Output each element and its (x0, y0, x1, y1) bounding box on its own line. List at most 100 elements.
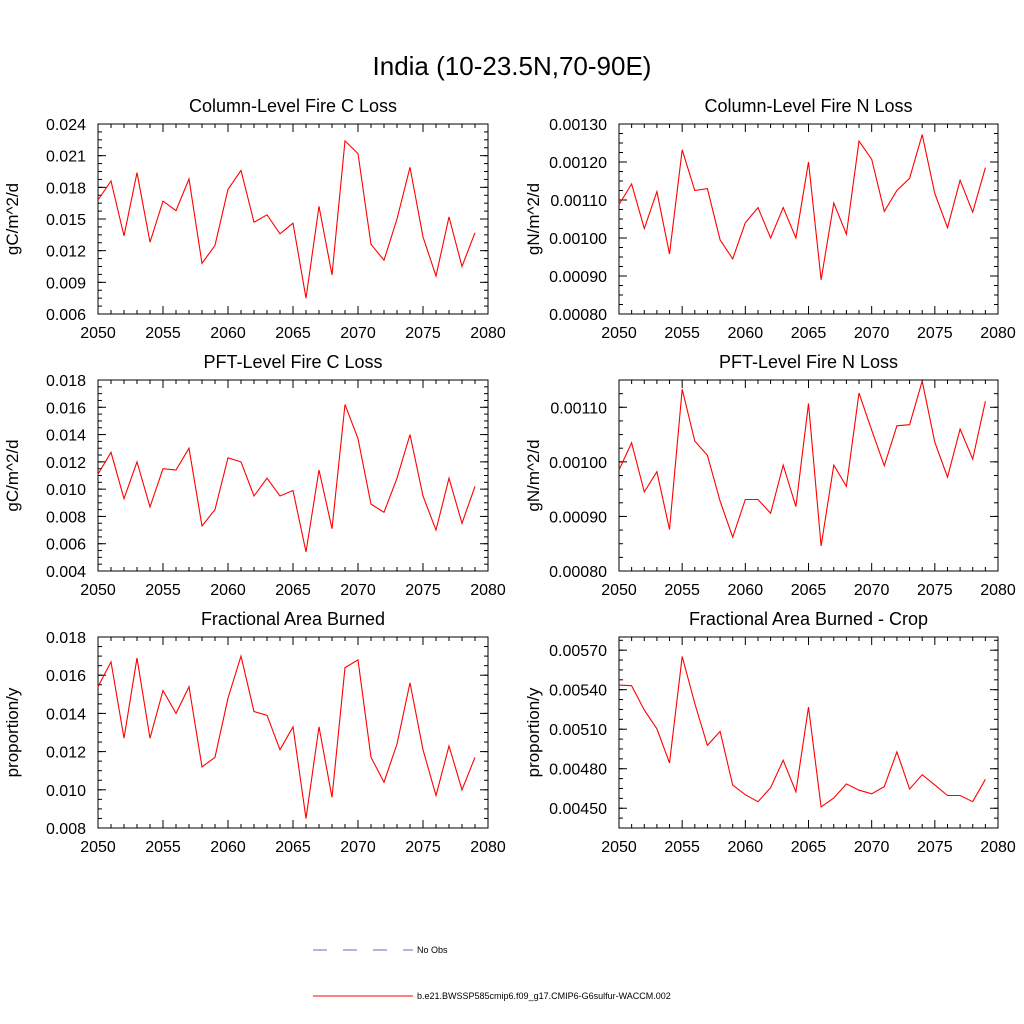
x-tick-label: 2080 (470, 839, 506, 856)
x-tick-label: 2075 (917, 839, 953, 856)
y-tick-label: 0.00510 (549, 722, 607, 739)
y-tick-label: 0.012 (46, 455, 86, 472)
figure-title: India (10-23.5N,70-90E) (373, 51, 652, 81)
chart-panel-6: Fractional Area Burned - Crop proportion/… (524, 609, 1016, 856)
plot-frame (618, 123, 999, 315)
x-tick-label: 2050 (80, 582, 116, 599)
x-tick-label: 2075 (917, 582, 953, 599)
x-tick-label: 2050 (601, 582, 637, 599)
y-tick-label: 0.00540 (549, 683, 607, 700)
y-tick-label: 0.010 (46, 783, 86, 800)
y-tick-label: 0.00480 (549, 762, 607, 779)
x-tick-label: 2055 (664, 325, 700, 342)
x-tick-label: 2070 (340, 325, 376, 342)
y-tick-label: 0.010 (46, 482, 86, 499)
plot-frame (97, 379, 489, 572)
y-tick-label: 0.015 (46, 212, 86, 229)
x-tick-label: 2055 (145, 839, 181, 856)
y-axis-label: proportion/y (524, 687, 543, 777)
x-tick-label: 2065 (275, 839, 311, 856)
chart-panel-1: Column-Level Fire C Loss gC/m^2/d 2050 2055… (3, 96, 506, 342)
x-tick-label: 2065 (791, 325, 827, 342)
panel-title: Fractional Area Burned (201, 609, 385, 629)
chart-panel-4: PFT-Level Fire N Loss gN/m^2/d 2050 2055 206… (524, 352, 1016, 599)
x-tick-label: 2050 (601, 325, 637, 342)
x-tick-label: 2080 (980, 839, 1016, 856)
x-tick-label: 2075 (405, 582, 441, 599)
panel-title: Column-Level Fire N Loss (704, 96, 912, 116)
y-tick-label: 0.006 (46, 307, 86, 324)
y-tick-label: 0.00090 (549, 509, 607, 526)
x-tick-label: 2070 (854, 582, 890, 599)
x-tick-label: 2080 (470, 325, 506, 342)
legend: No Obs b.e21.BWSSP585cmip6.f09_g17.CMIP6… (313, 945, 671, 1001)
y-tick-label: 0.018 (46, 373, 86, 390)
x-tick-label: 2075 (405, 325, 441, 342)
y-tick-label: 0.018 (46, 630, 86, 647)
y-tick-label: 0.00130 (549, 117, 607, 134)
y-tick-label: 0.00120 (549, 155, 607, 172)
y-axis-label: gN/m^2/d (524, 439, 543, 511)
x-tick-label: 2075 (917, 325, 953, 342)
x-tick-label: 2060 (728, 839, 764, 856)
panel-title: Fractional Area Burned - Crop (689, 609, 928, 629)
panel-title: PFT-Level Fire C Loss (203, 352, 382, 372)
chart-panel-3: PFT-Level Fire C Loss gC/m^2/d 2050 2055 206… (3, 352, 506, 599)
x-tick-label: 2060 (210, 582, 246, 599)
x-tick-label: 2080 (470, 582, 506, 599)
x-tick-label: 2060 (728, 325, 764, 342)
y-tick-label: 0.00090 (549, 269, 607, 286)
x-tick-label: 2055 (664, 839, 700, 856)
y-tick-label: 0.008 (46, 821, 86, 838)
y-tick-label: 0.024 (46, 117, 86, 134)
x-tick-label: 2070 (854, 839, 890, 856)
y-tick-label: 0.00110 (550, 400, 607, 417)
x-tick-label: 2070 (340, 839, 376, 856)
x-tick-label: 2065 (275, 582, 311, 599)
panel-grid: Column-Level Fire C Loss gC/m^2/d 2050 2055… (3, 96, 1016, 856)
x-tick-label: 2060 (210, 839, 246, 856)
y-tick-label: 0.018 (46, 180, 86, 197)
y-tick-label: 0.016 (46, 668, 86, 685)
x-tick-label: 2065 (275, 325, 311, 342)
y-tick-label: 0.006 (46, 537, 86, 554)
panel-title: Column-Level Fire C Loss (189, 96, 397, 116)
x-tick-label: 2065 (791, 839, 827, 856)
x-tick-label: 2050 (80, 839, 116, 856)
series-line (97, 654, 476, 819)
x-tick-label: 2070 (854, 325, 890, 342)
x-tick-label: 2065 (791, 582, 827, 599)
plot-frame (97, 636, 489, 829)
y-tick-label: 0.021 (46, 149, 86, 166)
panel-title: PFT-Level Fire N Loss (719, 352, 898, 372)
x-tick-label: 2060 (210, 325, 246, 342)
plot-frame (618, 636, 999, 829)
y-tick-label: 0.012 (46, 745, 86, 762)
y-tick-label: 0.00110 (550, 193, 607, 210)
x-tick-label: 2070 (340, 582, 376, 599)
y-tick-label: 0.00570 (549, 643, 607, 660)
chart-panel-2: Column-Level Fire N Loss gN/m^2/d 2050 2055… (524, 96, 1016, 342)
y-tick-label: 0.00100 (549, 455, 607, 472)
legend-obs-label: No Obs (417, 945, 448, 955)
x-tick-label: 2075 (405, 839, 441, 856)
y-axis-label: gC/m^2/d (3, 183, 22, 255)
y-tick-label: 0.014 (46, 428, 86, 445)
y-tick-label: 0.004 (46, 564, 86, 581)
x-tick-label: 2050 (601, 839, 637, 856)
y-tick-label: 0.014 (46, 706, 86, 723)
y-tick-label: 0.009 (46, 275, 86, 292)
x-tick-label: 2080 (980, 325, 1016, 342)
x-tick-label: 2060 (728, 582, 764, 599)
chart-panel-5: Fractional Area Burned proportion/y 2050 20… (3, 609, 506, 856)
y-axis-label: gC/m^2/d (3, 439, 22, 511)
x-tick-label: 2080 (980, 582, 1016, 599)
plot-frame (97, 123, 489, 315)
series-line (97, 139, 476, 299)
legend-model-label: b.e21.BWSSP585cmip6.f09_g17.CMIP6-G6sulf… (417, 991, 671, 1001)
series-line (618, 134, 986, 280)
y-tick-label: 0.00080 (549, 564, 607, 581)
y-tick-label: 0.00080 (549, 307, 607, 324)
x-tick-label: 2055 (145, 325, 181, 342)
